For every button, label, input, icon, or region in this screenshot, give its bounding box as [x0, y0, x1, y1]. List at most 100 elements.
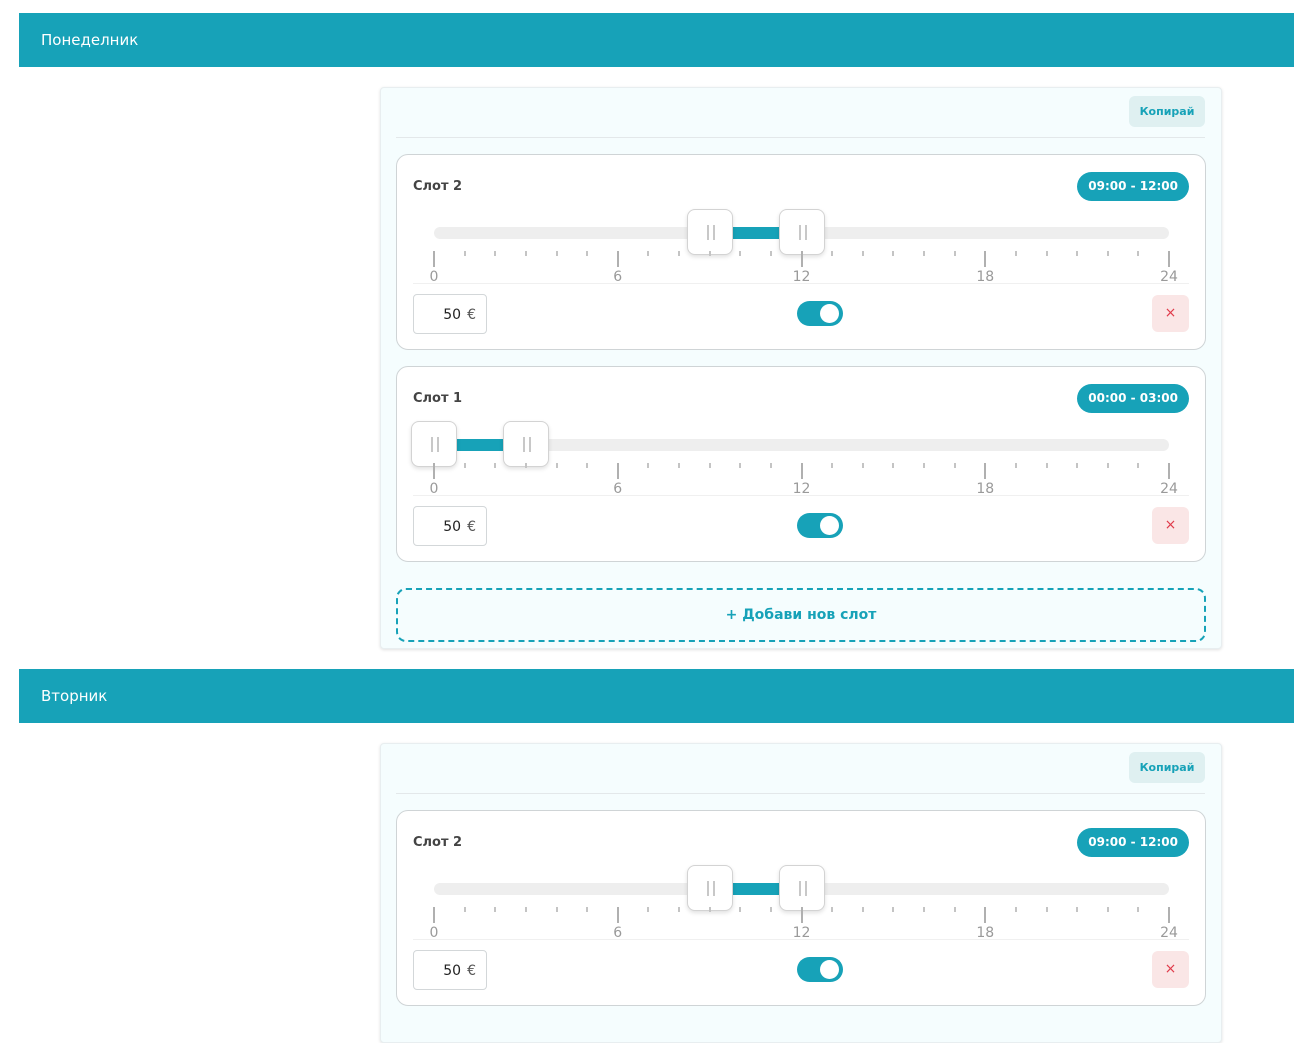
slider-tick	[831, 251, 834, 256]
slider-tick	[463, 907, 466, 912]
enabled-toggle[interactable]	[797, 301, 843, 326]
slider-tick	[1045, 463, 1048, 468]
slider-tick	[892, 251, 895, 256]
slider-tick	[831, 463, 834, 468]
slot-title: Слот 1	[413, 391, 463, 406]
slider-tick	[923, 907, 925, 912]
slider-tick-label: 24	[1160, 481, 1178, 497]
slider-tick-label: 24	[1160, 925, 1178, 941]
slider-tick	[1045, 251, 1048, 256]
slider-tick	[1076, 251, 1079, 256]
slider-tick	[524, 251, 527, 256]
slider-tick	[1014, 251, 1017, 256]
price-input[interactable]: 50 €	[413, 950, 487, 990]
slider-tick	[616, 251, 619, 267]
slider-start-handle[interactable]	[686, 209, 733, 255]
slot-card: Слот 2 09:00 - 12:00 0 6 12 18 24 50 € ×	[396, 154, 1206, 350]
slider-start-handle[interactable]	[686, 865, 733, 911]
slider-tick	[953, 907, 956, 912]
delete-slot-button[interactable]: ×	[1152, 507, 1189, 544]
slot-title: Слот 2	[413, 835, 463, 850]
slider-tick	[1045, 907, 1048, 912]
day-card: Копирай Слот 2 09:00 - 12:00 0 6 12 18 24 50 € × Сл…	[380, 87, 1222, 649]
slot-title: Слот 2	[413, 179, 463, 194]
day-header[interactable]: Понеделник	[19, 13, 1294, 67]
divider	[413, 495, 1189, 496]
euro-icon: €	[467, 307, 476, 323]
divider	[413, 283, 1189, 284]
slider-tick	[1014, 907, 1017, 912]
slider-tick	[1076, 907, 1079, 912]
slider-tick-label: 18	[976, 481, 995, 497]
slider-tick	[678, 251, 680, 256]
time-range-slider[interactable]	[434, 865, 1169, 911]
copy-button[interactable]: Копирай	[1129, 752, 1205, 783]
slider-tick	[463, 463, 466, 468]
enabled-toggle[interactable]	[797, 957, 843, 982]
slider-tick	[923, 251, 925, 256]
divider	[413, 939, 1189, 940]
divider	[396, 793, 1205, 794]
slider-tick	[769, 463, 772, 468]
slider-end-handle[interactable]	[778, 865, 825, 911]
price-input[interactable]: 50 €	[413, 294, 487, 334]
slider-tick	[861, 251, 864, 256]
slider-tick	[586, 463, 589, 468]
slider-tick	[1076, 463, 1079, 468]
day-card: Копирай Слот 2 09:00 - 12:00 0 6 12 18 24 50 € ×	[380, 743, 1222, 1043]
price-value: 50	[443, 963, 462, 979]
slider-tick	[892, 907, 895, 912]
slot-card: Слот 1 00:00 - 03:00 0 6 12 18 24 50 € ×	[396, 366, 1206, 562]
slider-end-handle[interactable]	[778, 209, 825, 255]
slider-tick	[1168, 251, 1170, 267]
slider-tick-label: 6	[613, 925, 623, 941]
price-input[interactable]: 50 €	[413, 506, 487, 546]
slider-tick	[708, 907, 711, 912]
slider-end-handle[interactable]	[502, 421, 549, 467]
slider-tick	[861, 907, 864, 912]
slider-tick	[433, 251, 435, 267]
slider-tick-label: 12	[792, 925, 811, 941]
slider-tick	[524, 907, 527, 912]
delete-slot-button[interactable]: ×	[1152, 951, 1189, 988]
time-range-badge: 00:00 - 03:00	[1077, 384, 1189, 413]
slider-tick	[678, 463, 680, 468]
slider-tick	[800, 251, 803, 267]
slider-tick	[1106, 251, 1109, 256]
slider-tick	[1137, 251, 1140, 256]
slider-tick	[739, 251, 742, 256]
euro-icon: €	[467, 519, 476, 535]
slider-tick	[708, 251, 711, 256]
slider-tick	[739, 463, 742, 468]
copy-button[interactable]: Копирай	[1129, 96, 1205, 127]
slider-tick	[555, 251, 558, 256]
slider-tick	[1137, 463, 1140, 468]
slider-start-handle[interactable]	[411, 421, 457, 467]
enabled-toggle[interactable]	[797, 513, 843, 538]
slider-tick	[831, 907, 834, 912]
time-range-slider[interactable]	[411, 421, 1169, 467]
slider-tick	[1168, 907, 1170, 923]
slider-tick	[555, 907, 558, 912]
day-header[interactable]: Вторник	[19, 669, 1294, 723]
slider-tick	[984, 251, 987, 267]
slider-tick	[861, 463, 864, 468]
slider-tick-label: 12	[792, 269, 811, 285]
add-slot-button[interactable]: + Добави нов слот	[396, 588, 1206, 642]
slider-tick-label: 0	[429, 481, 439, 497]
slider-tick	[739, 907, 742, 912]
delete-slot-button[interactable]: ×	[1152, 295, 1189, 332]
time-range-slider[interactable]	[434, 209, 1169, 255]
slider-tick	[1106, 907, 1109, 912]
time-range-badge: 09:00 - 12:00	[1077, 828, 1189, 857]
slider-tick	[463, 251, 466, 256]
slot-card: Слот 2 09:00 - 12:00 0 6 12 18 24 50 € ×	[396, 810, 1206, 1006]
slider-tick	[1137, 907, 1140, 912]
price-value: 50	[443, 519, 462, 535]
slider-tick	[647, 463, 650, 468]
slider-tick	[769, 907, 772, 912]
slider-tick	[1106, 463, 1109, 468]
slider-tick	[616, 463, 619, 479]
euro-icon: €	[467, 963, 476, 979]
slider-tick	[953, 251, 956, 256]
